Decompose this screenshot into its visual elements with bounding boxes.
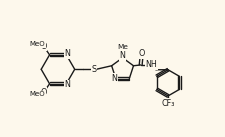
Text: NH: NH bbox=[145, 60, 156, 69]
Text: O: O bbox=[40, 88, 47, 97]
Text: MeO: MeO bbox=[29, 92, 45, 98]
Text: O: O bbox=[40, 42, 47, 51]
Text: Me: Me bbox=[117, 44, 127, 50]
Text: S: S bbox=[91, 65, 96, 74]
Text: N: N bbox=[64, 49, 70, 58]
Text: N: N bbox=[119, 51, 125, 60]
Text: CF₃: CF₃ bbox=[161, 99, 174, 108]
Text: N: N bbox=[111, 74, 117, 83]
Text: N: N bbox=[64, 80, 70, 89]
Text: MeO: MeO bbox=[29, 41, 45, 47]
Text: O: O bbox=[138, 49, 144, 58]
